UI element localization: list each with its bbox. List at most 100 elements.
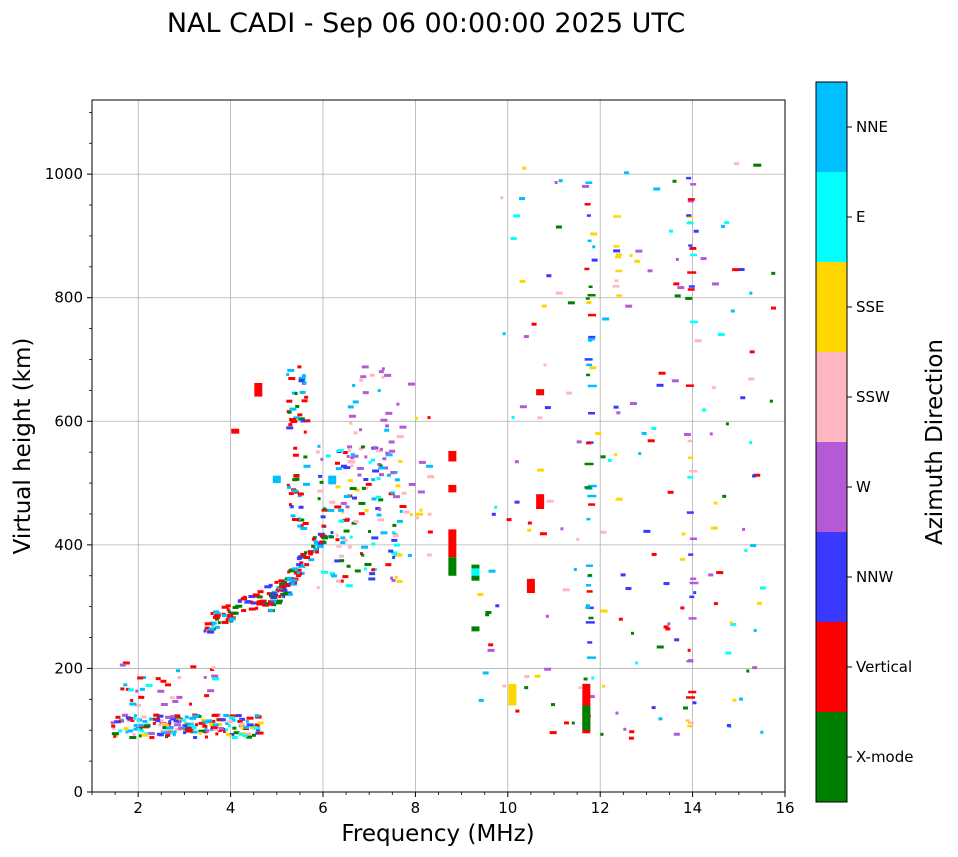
echo-vertical — [221, 605, 229, 609]
echo-nnw — [587, 641, 593, 644]
echo-sse — [713, 501, 718, 505]
echo-nne — [638, 452, 642, 456]
echo-nnw — [282, 588, 288, 592]
colorbar-label-nnw: NNW — [856, 568, 893, 586]
echo-ssw — [160, 729, 168, 733]
echo-nne — [300, 526, 308, 530]
echo-nne — [340, 536, 346, 540]
echo-ssw — [396, 435, 404, 439]
echo-vertical — [274, 580, 279, 584]
echo-nnw — [270, 596, 278, 600]
echo-nne — [286, 485, 291, 489]
echo-x-mode — [268, 594, 275, 598]
echo-vertical — [212, 615, 220, 619]
echo-nne — [185, 722, 191, 726]
echo-w — [616, 411, 621, 415]
echo-vertical — [371, 568, 376, 572]
echo-e — [725, 651, 732, 655]
echo-nne — [335, 467, 342, 471]
echo-vertical — [296, 568, 302, 572]
echo-nne — [592, 245, 596, 249]
colorbar-segment-nne — [816, 82, 847, 172]
echo-vertical — [334, 505, 342, 509]
echo-nne — [290, 514, 296, 518]
echo-nnw — [270, 592, 277, 596]
echo-nne — [352, 384, 356, 388]
echo-vertical — [289, 417, 297, 421]
echo-x-mode — [294, 392, 298, 396]
x-tick-label: 6 — [318, 799, 328, 817]
echo-w — [408, 482, 416, 486]
echo-nne — [316, 544, 324, 548]
echo-e — [376, 495, 382, 499]
echo-nnw — [193, 736, 198, 740]
echo-nne — [172, 733, 176, 737]
echo-nne — [586, 656, 596, 659]
echo-nnw — [371, 536, 379, 540]
echo-vertical — [153, 713, 160, 717]
echo-block-nne — [272, 475, 281, 484]
echo-x-mode — [584, 462, 594, 466]
echo-nne — [297, 524, 302, 528]
echo-nne — [297, 517, 301, 521]
echo-ssw — [211, 666, 216, 670]
echo-x-mode — [295, 404, 300, 408]
echo-vertical — [279, 585, 287, 589]
echo-nne — [730, 309, 735, 313]
colorbar-segment-nnw — [816, 532, 847, 622]
echo-x-mode — [227, 610, 231, 614]
echo-e — [591, 676, 595, 680]
echo-points — [110, 162, 776, 740]
echo-vertical — [297, 492, 304, 496]
echo-w — [554, 181, 558, 185]
echo-nne — [184, 715, 189, 719]
echo-nne — [313, 540, 317, 544]
echo-w — [587, 695, 595, 699]
echo-w — [378, 370, 384, 374]
echo-e — [730, 622, 737, 626]
echo-w — [381, 367, 385, 371]
echo-ssw — [392, 534, 399, 538]
echo-vertical — [288, 423, 293, 427]
echo-w — [347, 445, 353, 449]
echo-w — [390, 471, 396, 475]
echo-vertical — [321, 524, 326, 528]
echo-w — [165, 715, 173, 719]
echo-nnw — [613, 249, 621, 253]
echo-nne — [371, 478, 376, 482]
echo-nne — [753, 628, 757, 632]
echo-nne — [133, 727, 139, 731]
echo-w — [211, 674, 219, 678]
echo-vertical — [301, 399, 308, 403]
echo-nne — [290, 582, 295, 586]
echo-ssw — [338, 554, 344, 558]
echo-ssw — [537, 416, 543, 420]
echo-nne — [298, 564, 306, 568]
echo-x-mode — [725, 422, 729, 426]
x-tick-label: 2 — [133, 799, 143, 817]
echo-vertical — [689, 247, 697, 250]
echo-w — [357, 473, 362, 477]
echo-nne — [380, 531, 388, 535]
echo-nnw — [352, 496, 358, 500]
echo-x-mode — [722, 494, 727, 498]
echo-vertical — [246, 716, 254, 720]
echo-nne — [588, 339, 593, 342]
echo-vertical — [687, 198, 695, 201]
echo-vertical — [257, 731, 264, 735]
echo-nne — [202, 720, 209, 724]
echo-vertical — [198, 721, 206, 725]
echo-ssw — [562, 588, 570, 592]
echo-x-mode — [233, 731, 240, 735]
echo-e — [371, 542, 376, 546]
echo-x-mode — [183, 727, 189, 731]
echo-vertical — [304, 395, 309, 399]
echo-nnw — [686, 214, 692, 217]
y-tick-label: 200 — [54, 659, 83, 677]
echo-nne — [340, 541, 346, 545]
echo-vertical — [111, 724, 116, 728]
echo-nnw — [255, 728, 260, 732]
echo-nne — [749, 291, 753, 295]
echo-vertical — [732, 268, 740, 272]
echo-x-mode — [378, 498, 384, 502]
